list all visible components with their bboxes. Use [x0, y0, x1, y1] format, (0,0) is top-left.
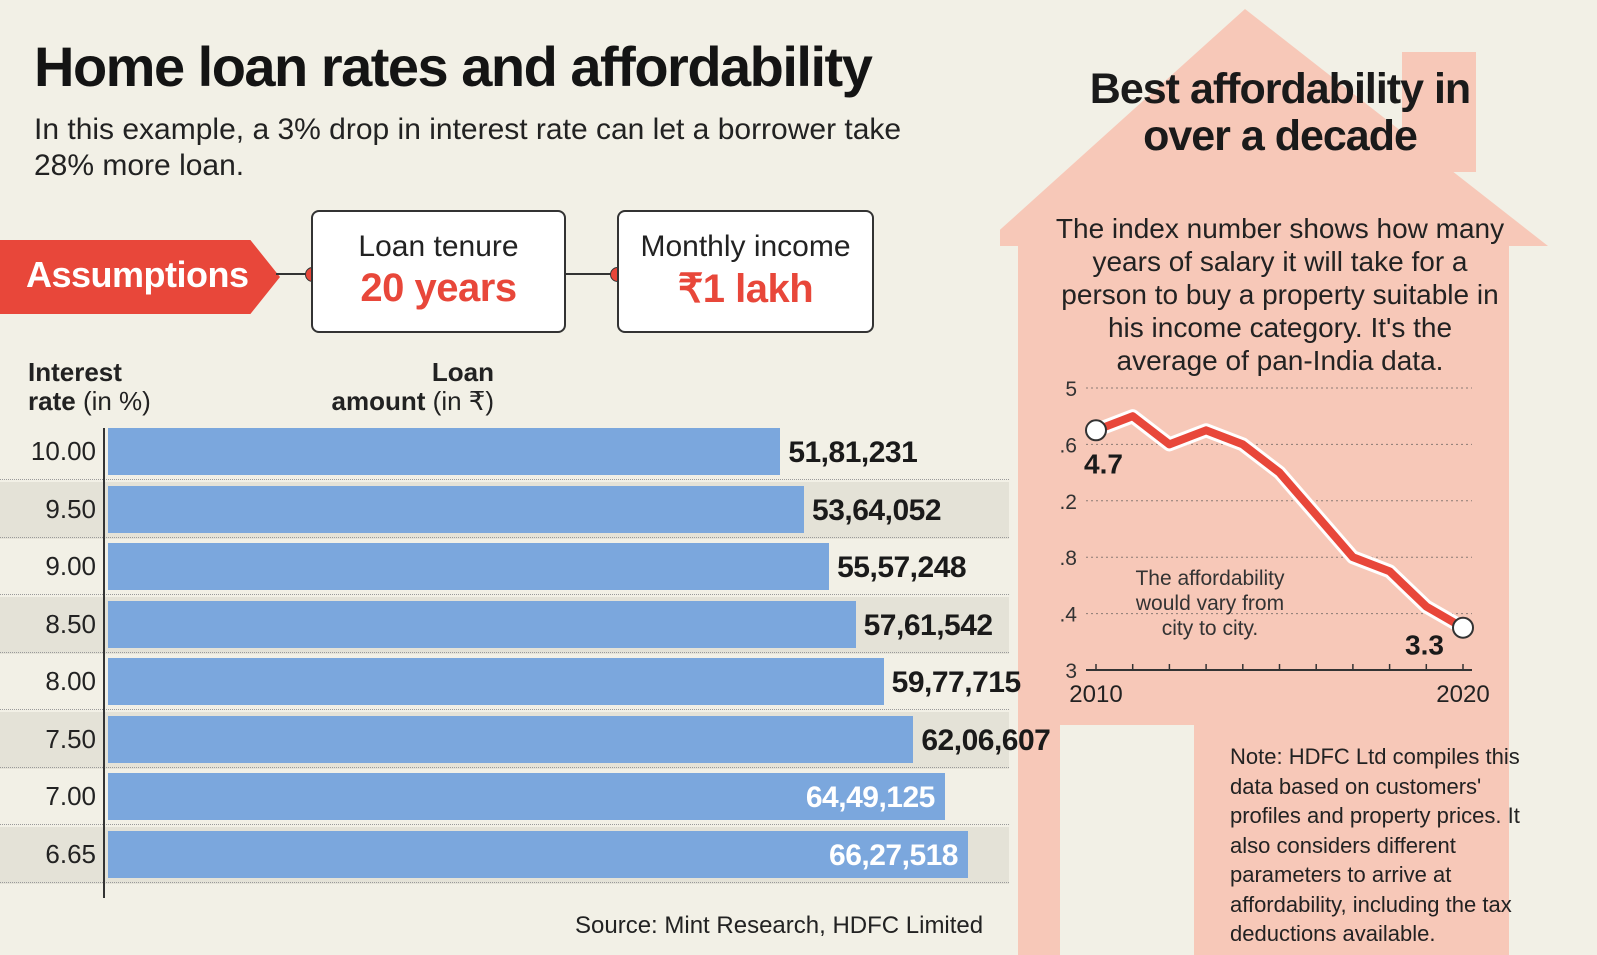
rate-label: 7.50	[45, 723, 96, 754]
loan-bar	[108, 773, 945, 820]
affordability-title: Best affordability in over a decade	[1089, 65, 1471, 160]
bar-value-label: 53,64,052	[812, 493, 942, 527]
rate-label: 8.50	[45, 608, 96, 639]
rate-label: 9.00	[45, 551, 96, 581]
series-line	[1092, 412, 1467, 632]
assumptions-label: Assumptions	[26, 254, 249, 295]
rate-label: 8.00	[45, 666, 96, 696]
x-tick-label: 2020	[1436, 681, 1489, 708]
start-value-label: 4.7	[1084, 448, 1123, 479]
affordability-description: The index number shows how many years of…	[1055, 213, 1505, 376]
bar-value-label: 51,81,231	[788, 436, 918, 469]
banner-arrow-shape	[0, 240, 280, 314]
bar-value-label: 57,61,542	[863, 608, 993, 642]
methodology-note: Note: HDFC Ltd compiles this data based …	[1230, 744, 1520, 946]
loan-tenure-value: 20 years	[360, 266, 517, 310]
loan-tenure-label: Loan tenure	[358, 230, 519, 263]
loan-bar	[108, 485, 805, 533]
bar-value-label: 64,49,125	[805, 781, 935, 814]
bar-value-label: 62,06,607	[921, 723, 1051, 757]
y-tick-label: 4.6	[1060, 434, 1077, 457]
monthly-income-label: Monthly income	[640, 230, 851, 263]
rate-header-line2: rate	[28, 386, 76, 416]
row-divider	[0, 594, 1009, 595]
bar-value-label: 59,77,715	[891, 666, 1021, 699]
loan-bar-chart: 10.00 51,81,231 9.50 53,64,052 9.00 55,57,248…	[0, 428, 1051, 884]
chart-annotation: would vary from	[1135, 592, 1284, 615]
page-subtitle: In this example, a 3% drop in interest r…	[34, 113, 902, 182]
loan-bar	[108, 715, 914, 763]
end-value-label: 3.3	[1405, 630, 1444, 661]
loan-header-line2: amount	[331, 386, 426, 416]
row-divider	[0, 479, 1009, 480]
rate-header-unit: (in %)	[82, 386, 151, 416]
row-divider	[0, 651, 1009, 653]
row-divider	[0, 766, 1009, 768]
monthly-income-value: ₹1 lakh	[677, 267, 814, 311]
rate-label: 9.50	[45, 493, 96, 524]
loan-bar	[108, 830, 968, 878]
chart-annotation: The affordability	[1135, 567, 1285, 590]
rate-label: 10.00	[30, 436, 96, 466]
y-tick-label: 5	[1065, 380, 1077, 401]
bar-axis	[103, 428, 105, 898]
y-tick-label: 3.4	[1060, 604, 1077, 627]
house-background	[1000, 9, 1548, 955]
bar-value-label: 66,27,518	[829, 838, 958, 872]
rate-column-header: Interest rate (in %)	[28, 358, 151, 416]
loan-bar	[108, 543, 830, 590]
rate-header-line1: Interest	[28, 357, 122, 387]
loan-bar	[108, 428, 781, 475]
start-point	[1085, 419, 1107, 442]
page-title: Home loan rates and affordability	[34, 35, 873, 98]
bar-value-label: 55,57,248	[837, 551, 967, 584]
row-divider	[0, 824, 1009, 825]
loan-bar	[108, 658, 884, 705]
y-tick-label: 3	[1065, 660, 1077, 683]
connector-line	[564, 273, 620, 275]
x-tick-label: 2010	[1069, 681, 1122, 708]
loan-header-unit: (in ₹)	[432, 386, 494, 416]
rate-label: 7.00	[45, 781, 96, 811]
monthly-income-card: Monthly income ₹1 lakh	[617, 210, 874, 333]
loan-header-line1: Loan	[431, 357, 494, 387]
rate-label: 6.65	[45, 838, 96, 869]
row-divider	[0, 709, 1009, 710]
loan-tenure-card: Loan tenure 20 years	[311, 210, 566, 333]
loan-column-header: Loan amount (in ₹)	[322, 358, 494, 416]
assumptions-banner: Assumptions	[0, 240, 280, 314]
connector-line	[276, 273, 312, 275]
loan-bar	[108, 600, 856, 648]
source-note: Source: Mint Research, HDFC Limited	[575, 912, 984, 939]
row-divider	[0, 536, 1009, 538]
y-tick-label: 3.8	[1060, 547, 1077, 570]
chart-annotation: city to city.	[1162, 617, 1258, 640]
y-tick-label: 4.2	[1060, 491, 1077, 514]
row-divider	[0, 881, 1009, 883]
end-point	[1452, 616, 1474, 639]
